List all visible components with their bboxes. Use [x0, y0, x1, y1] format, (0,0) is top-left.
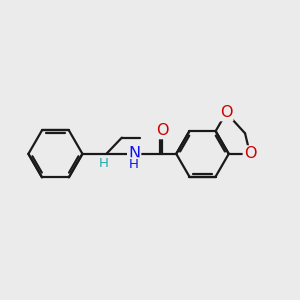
- Text: O: O: [244, 146, 256, 161]
- Text: O: O: [220, 105, 233, 120]
- Text: H: H: [98, 157, 108, 170]
- Text: N: N: [128, 146, 140, 161]
- Text: H: H: [129, 158, 139, 171]
- Text: O: O: [156, 123, 168, 138]
